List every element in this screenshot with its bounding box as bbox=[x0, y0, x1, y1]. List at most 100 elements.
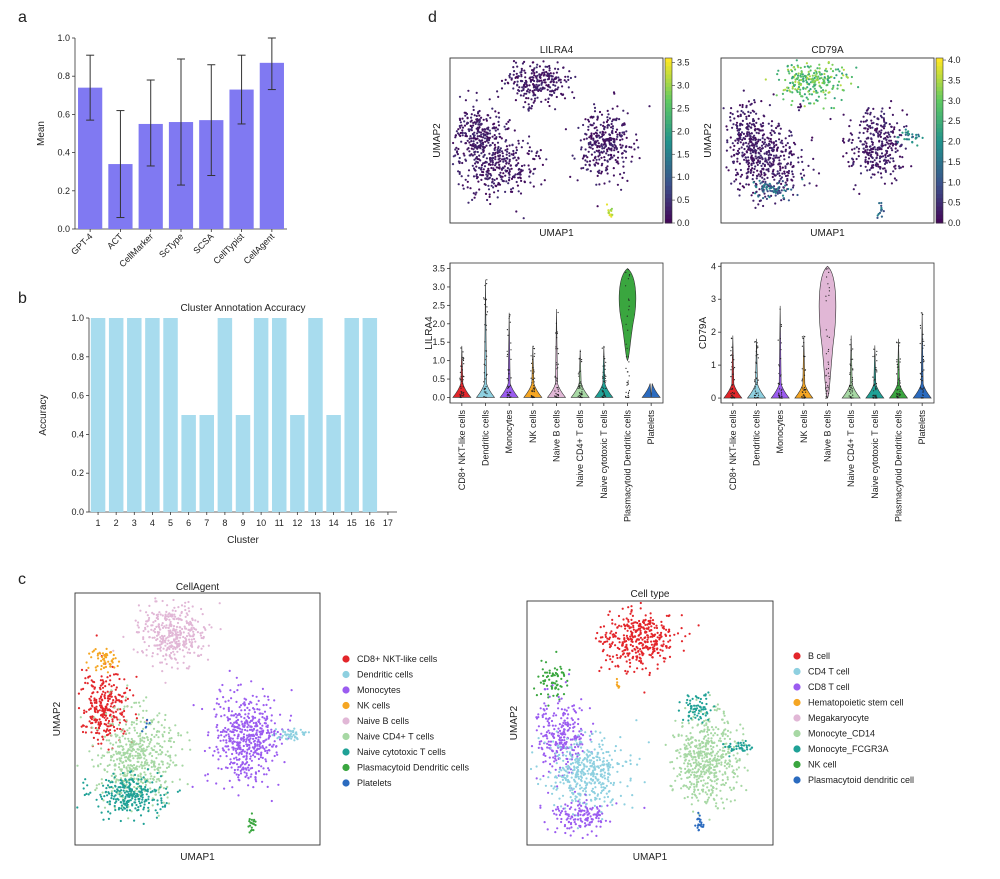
panel-c-left-point bbox=[128, 799, 131, 802]
panel-d-umap-left-point bbox=[484, 128, 487, 131]
panel-d-umap-left-point bbox=[479, 131, 483, 134]
panel-c-left-point bbox=[243, 717, 246, 720]
panel-c-left-point bbox=[92, 691, 95, 694]
panel-c-left-point bbox=[104, 665, 108, 669]
panel-c-right-point bbox=[627, 654, 630, 657]
panel-c-left-point bbox=[307, 731, 310, 734]
panel-c-right-point bbox=[693, 704, 696, 707]
panel-c-right-point bbox=[735, 781, 738, 784]
panel-c-right-point bbox=[710, 788, 713, 791]
panel-c-right-point bbox=[644, 640, 647, 643]
panel-c-left-point bbox=[164, 681, 167, 684]
panel-c-right-point bbox=[600, 783, 603, 786]
panel-c-left-point bbox=[238, 706, 241, 709]
panel-c-right-point bbox=[651, 635, 654, 638]
panel-c-right-point bbox=[531, 751, 534, 754]
panel-c-right-point bbox=[724, 772, 727, 775]
panel-c-left-point bbox=[177, 617, 180, 620]
panel-c-left-point bbox=[284, 731, 287, 734]
panel-c-left-point bbox=[248, 831, 251, 834]
panel-c-right-point bbox=[750, 746, 753, 749]
panel-d-umap-left-point bbox=[481, 141, 485, 144]
panel-c-left-point bbox=[163, 793, 166, 797]
panel-c-right-point bbox=[564, 723, 567, 726]
panel-c-right-point bbox=[660, 620, 663, 624]
panel-c-right-point bbox=[638, 659, 641, 663]
panel-c-left-point bbox=[176, 790, 179, 793]
panel-c-left-point bbox=[279, 713, 282, 716]
panel-c-right-point bbox=[616, 626, 619, 629]
panel-c-left-point bbox=[97, 805, 100, 808]
panel-c-left-point bbox=[267, 749, 271, 752]
panel-c-right-point bbox=[720, 783, 723, 787]
panel-c-left-point bbox=[123, 752, 127, 755]
panel-c-left-point bbox=[246, 726, 249, 729]
panel-c-right-point bbox=[716, 807, 719, 810]
panel-c-left-point bbox=[119, 760, 122, 763]
panel-c-left-point bbox=[233, 740, 236, 743]
panel-d-umap-left-point bbox=[474, 157, 478, 160]
panel-c-left-point bbox=[165, 654, 168, 657]
panel-c-left-point bbox=[215, 713, 218, 716]
panel-c-right-point bbox=[715, 744, 719, 747]
panel-c-right-point bbox=[643, 619, 646, 622]
panel-d-umap-left-point bbox=[462, 152, 465, 155]
panel-c-left-point bbox=[167, 639, 170, 642]
panel-b-title: Cluster Annotation Accuracy bbox=[180, 303, 305, 314]
panel-c-left-point bbox=[207, 644, 210, 647]
panel-c-right-point bbox=[749, 748, 752, 751]
panel-c-left-point bbox=[228, 735, 231, 738]
panel-c-right-point bbox=[557, 688, 560, 691]
panel-d-umap-left-point bbox=[511, 176, 514, 179]
panel-c-right-point bbox=[605, 631, 608, 634]
panel-c-left-point bbox=[80, 688, 83, 691]
panel-c-left-point bbox=[184, 627, 187, 630]
panel-c-left-point bbox=[237, 734, 240, 738]
panel-d-umap-left-point bbox=[513, 176, 516, 179]
panel-c-right-point bbox=[700, 771, 703, 774]
panel-c-right-point bbox=[649, 654, 653, 657]
panel-c-left-point bbox=[101, 693, 104, 696]
panel-c-left-legend-label: NK cells bbox=[357, 701, 391, 711]
panel-c-left-point bbox=[106, 676, 109, 679]
panel-c-left-point bbox=[236, 726, 239, 729]
panel-c-left-point bbox=[122, 748, 125, 751]
panel-c-left-point bbox=[109, 709, 112, 712]
panel-c-right-point bbox=[638, 653, 641, 656]
panel-c-left-point bbox=[235, 676, 238, 679]
panel-c-right-legend-marker bbox=[793, 745, 801, 753]
panel-c-left-point bbox=[249, 829, 253, 832]
panel-c-right-point bbox=[670, 785, 673, 788]
panel-c-left-point bbox=[141, 798, 144, 801]
panel-c-right-point bbox=[574, 799, 578, 803]
panel-c-right-point bbox=[726, 778, 729, 781]
panel-c-left-point bbox=[144, 628, 147, 631]
panel-c-left-point bbox=[169, 729, 172, 732]
panel-c-left-point bbox=[267, 736, 271, 739]
panel-c-left-point bbox=[276, 753, 279, 756]
panel-c-left-point bbox=[249, 719, 253, 723]
panel-c-left-point bbox=[217, 751, 220, 754]
panel-c-right-legend-label: CD8 T cell bbox=[808, 682, 850, 692]
panel-c-left-point bbox=[230, 697, 233, 700]
panel-d-umap-left-point bbox=[475, 165, 478, 168]
panel-c-right-point bbox=[579, 727, 583, 731]
panel-c-left-point bbox=[91, 721, 94, 725]
panel-c-right-point bbox=[699, 750, 702, 753]
panel-c-left-point bbox=[263, 773, 266, 776]
panel-c-right-point bbox=[576, 782, 579, 785]
panel-c-left-point bbox=[268, 743, 271, 747]
panel-c-left-point bbox=[135, 777, 138, 780]
panel-c-left-point bbox=[154, 793, 157, 796]
panel-c-right-point bbox=[682, 785, 685, 788]
panel-d-umap-left-point bbox=[491, 153, 494, 156]
panel-c-left-point bbox=[247, 825, 250, 828]
panel-d-umap-left-point bbox=[461, 131, 464, 135]
panel-c-left-point bbox=[107, 817, 110, 821]
panel-c-right-point bbox=[653, 633, 657, 636]
panel-c-right-point bbox=[568, 767, 571, 770]
panel-c-right-point bbox=[697, 753, 700, 757]
panel-d-umap-left-point bbox=[535, 154, 538, 157]
panel-c-left-point bbox=[96, 691, 99, 694]
